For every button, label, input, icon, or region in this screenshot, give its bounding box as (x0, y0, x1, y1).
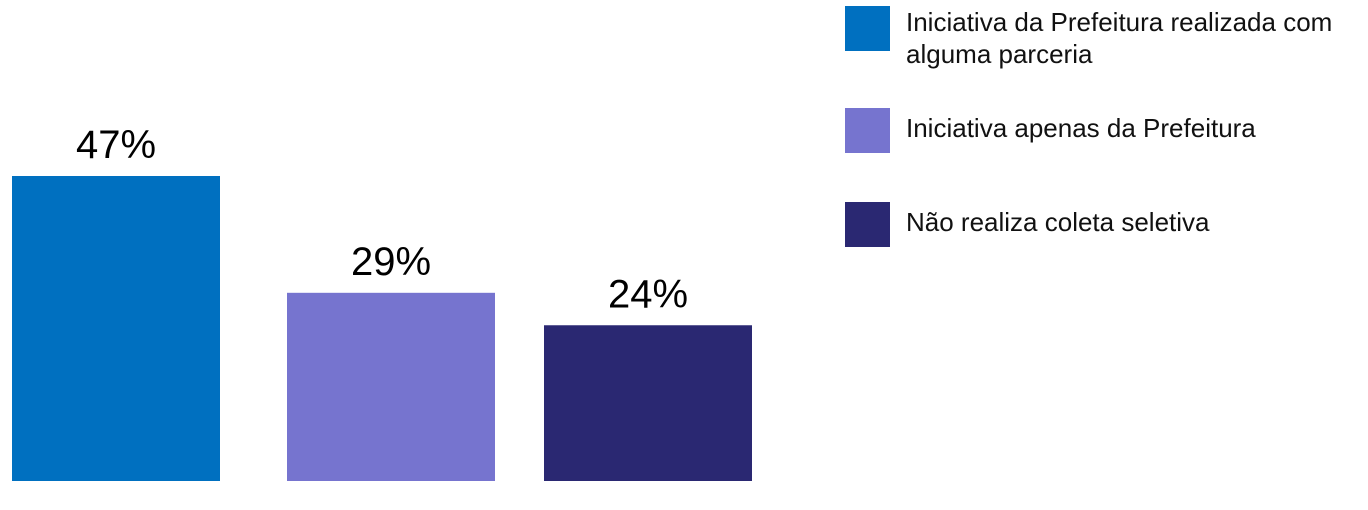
legend-label-nao-realiza: Não realiza coleta seletiva (906, 207, 1210, 237)
legend-label-parceria: Iniciativa da Prefeitura realizada com a… (906, 7, 1333, 69)
bar-nao-realiza (544, 325, 752, 481)
legend-swatch-apenas-prefeitura (845, 108, 890, 153)
legend-item-parceria: Iniciativa da Prefeitura realizada com a… (845, 6, 1365, 70)
bar-value-label-parceria: 47% (76, 123, 156, 167)
bar-parceria (12, 176, 220, 481)
legend-item-apenas-prefeitura: Iniciativa apenas da Prefeitura (845, 108, 1365, 153)
legend-swatch-parceria (845, 6, 890, 51)
bar-value-label-nao-realiza: 24% (608, 272, 688, 316)
legend-label-apenas-prefeitura: Iniciativa apenas da Prefeitura (906, 113, 1256, 143)
legend-item-nao-realiza: Não realiza coleta seletiva (845, 202, 1365, 247)
bar-value-label-apenas-prefeitura: 29% (351, 240, 431, 284)
bar-apenas-prefeitura (287, 292, 495, 481)
legend-swatch-nao-realiza (845, 202, 890, 247)
